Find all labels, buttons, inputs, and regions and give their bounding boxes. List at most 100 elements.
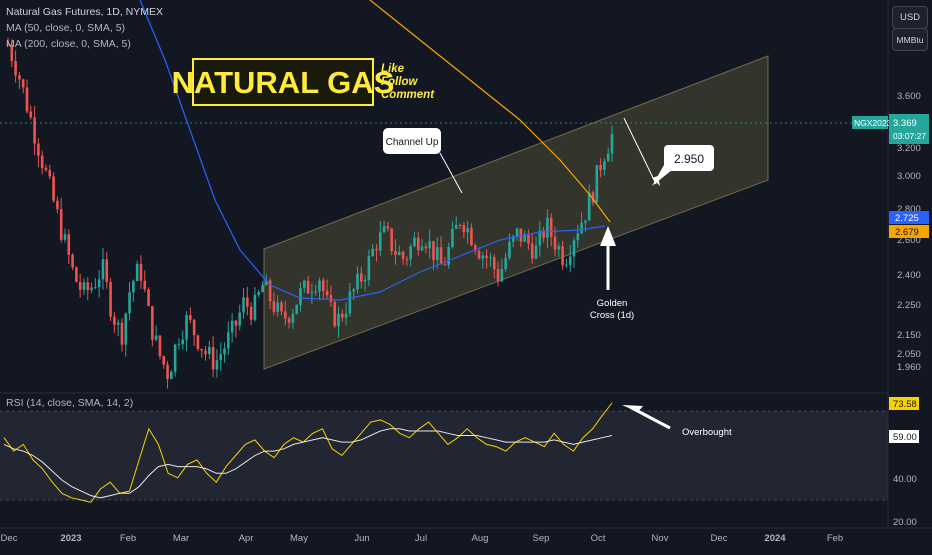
banner-side-2: Comment [381,89,435,101]
candle-body [204,350,207,355]
golden-cross-label-1: Golden [597,298,628,309]
candle-body [390,228,393,251]
candle-body [447,246,450,266]
candle-body [466,227,469,233]
candle-body [303,280,306,289]
price-tick-label: 2.050 [897,349,921,360]
candle-body [397,251,401,255]
candle-body [18,75,21,80]
candle-body [177,344,181,346]
chart-title: Natural Gas Futures, 1D, NYMEX [6,6,163,18]
candle-body [299,288,302,305]
price-tick-label: 2.400 [897,270,921,281]
candle-body [227,332,230,349]
price-tick-label: 2.800 [897,204,921,215]
candle-body [287,318,291,323]
candle-body [599,165,602,170]
candle-body [333,302,336,327]
candle-body [496,269,500,282]
candle-body [246,297,249,307]
candle-body [291,313,295,323]
currency-button[interactable]: USD [892,6,928,29]
candle-body [97,279,101,288]
candle-body [44,167,48,171]
target-box [664,145,714,171]
candle-body [75,267,78,282]
price-badge-bg [889,114,929,144]
candle-body [86,282,90,290]
candle-body [542,230,545,238]
ma200-badge-bg [889,225,929,238]
x-tick-label: Feb [120,533,136,544]
candle-body [424,246,428,249]
candle-body [29,111,33,118]
candle-body [481,255,485,259]
candle-body [6,44,10,46]
candle-body [595,165,599,203]
candle-body [185,315,188,340]
channel-callout-label: Channel Up [386,137,439,148]
candle-body [101,259,105,280]
x-tick-label: May [290,533,308,544]
candle-body [242,297,245,313]
candle-body [56,200,59,210]
rsi-value-bg [889,397,919,410]
candle-body [200,348,204,351]
candle-body [375,248,378,251]
current-price: 3.369 [893,118,917,129]
candle-body [473,245,477,251]
candle-body [78,281,82,290]
ma50-line [139,0,606,301]
x-tick-label: Feb [827,533,843,544]
ma200-line [369,0,611,223]
candle-body [356,273,359,290]
candle-body [139,263,143,281]
candle-body [147,289,150,307]
candle-body [261,285,264,293]
candle-body [470,227,473,246]
candle-body [135,263,139,282]
candle-body [59,209,63,240]
candle-body [192,319,196,336]
rsi-sma-value: 59.00 [893,432,917,443]
x-tick-label: Mar [173,533,189,544]
rsi-band [0,411,888,500]
x-tick-label: 2023 [60,533,81,544]
x-tick-label: Dec [1,533,18,544]
candle-body [10,44,14,61]
golden-cross-label-2: Cross (1d) [590,310,634,321]
candle-body [166,364,169,380]
candle-body [48,170,52,177]
x-tick-label: Nov [652,533,669,544]
price-tick-label: 2.150 [897,330,921,341]
candle-body [318,280,321,292]
candle-body [439,247,443,265]
unit-button[interactable]: MMBtu [892,28,928,51]
candle-body [576,233,580,241]
x-tick-label: Aug [472,533,489,544]
candle-body [116,322,120,325]
candle-body [568,256,572,265]
candle-body [181,339,185,345]
candle-body [386,226,390,229]
candle-body [523,234,526,242]
candle-body [90,287,93,290]
candle-body [435,247,439,261]
candle-body [94,287,97,289]
candle-body [500,269,504,282]
candle-body [606,153,610,162]
golden-cross-arrowhead [600,226,616,246]
channel-callout-pointer [439,152,463,194]
candle-body [584,220,587,223]
rsi-line [3,402,613,503]
candle-body [310,292,314,294]
candle-body [223,348,226,355]
candle-body [534,245,538,259]
candle-body [211,347,215,370]
candle-body [284,311,287,319]
x-tick-label: Apr [239,533,254,544]
rsi-tick-20: 20.00 [893,517,917,528]
candle-body [234,320,238,326]
candle-body [603,161,606,170]
